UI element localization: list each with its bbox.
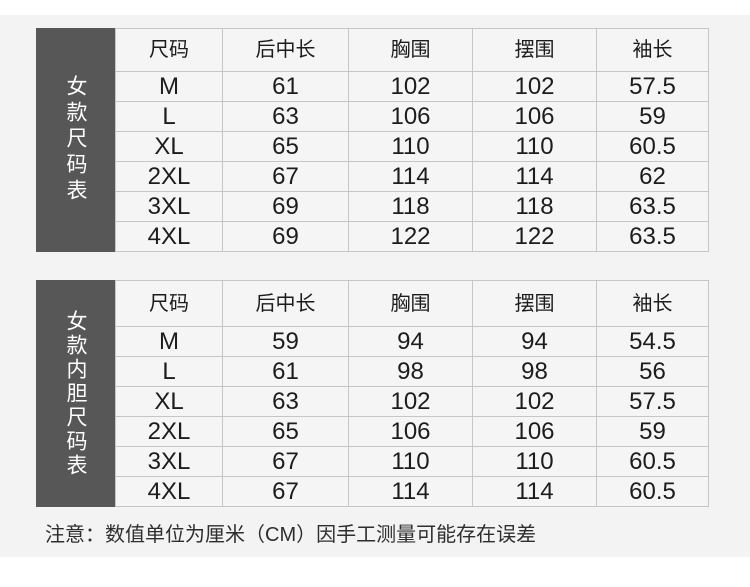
table-cell: 60.5: [596, 446, 709, 477]
table-cell: 114: [348, 161, 473, 192]
table-cell: 67: [222, 446, 349, 477]
table-cell: 122: [348, 221, 473, 252]
table-row: XL 63 102 102 57.5: [115, 386, 709, 417]
table-cell: 59: [596, 101, 709, 132]
table-cell: 61: [222, 71, 349, 102]
table-cell: XL: [115, 386, 223, 417]
table-cell: 61: [222, 356, 349, 387]
table-cell: XL: [115, 131, 223, 162]
table-cell: 65: [222, 416, 349, 447]
table-cell: 102: [472, 386, 597, 417]
table-cell: 63: [222, 101, 349, 132]
column-header: 尺码: [115, 28, 223, 72]
table-cell: 69: [222, 221, 349, 252]
table-cell: 63: [222, 386, 349, 417]
table-cell: 106: [472, 416, 597, 447]
measurement-note: 注意：数值单位为厘米（CM）因手工测量可能存在误差: [45, 524, 537, 546]
table-cell: 60.5: [596, 476, 709, 507]
table-row: 4XL 69 122 122 63.5: [115, 221, 709, 252]
table-cell: 94: [348, 326, 473, 357]
column-header: 后中长: [222, 280, 349, 327]
table-cell: 114: [348, 476, 473, 507]
column-header: 尺码: [115, 280, 223, 327]
table-row: 2XL 65 106 106 59: [115, 416, 709, 447]
table-body: M 61 102 102 57.5 L 63 106 106 59 XL 65 110 110 60.5 2X…: [115, 71, 709, 252]
table-cell: 98: [472, 356, 597, 387]
table-row: M 59 94 94 54.5: [115, 326, 709, 357]
table-cell: 69: [222, 191, 349, 222]
table-cell: 59: [222, 326, 349, 357]
table-cell: 118: [472, 191, 597, 222]
table-cell: 110: [472, 446, 597, 477]
side-label-text: 女款尺码表: [64, 75, 87, 205]
table-row: L 61 98 98 56: [115, 356, 709, 387]
table-cell: 114: [472, 161, 597, 192]
table-cell: 3XL: [115, 446, 223, 477]
table-row: XL 65 110 110 60.5: [115, 131, 709, 162]
side-label-text: 女款内胆尺码表: [64, 309, 87, 478]
table-cell: 94: [472, 326, 597, 357]
table-cell: 57.5: [596, 71, 709, 102]
table-cell: 2XL: [115, 161, 223, 192]
table-cell: 67: [222, 476, 349, 507]
table-cell: L: [115, 356, 223, 387]
women-liner-size-chart-block: 女款内胆尺码表 尺码 后中长 胸围 摆围 袖长 M 59 94 94 54.5 L 61 98 98 56…: [36, 280, 709, 507]
table-row: 3XL 67 110 110 60.5: [115, 446, 709, 477]
table-cell: 63.5: [596, 191, 709, 222]
column-header: 袖长: [596, 28, 709, 72]
table-body: M 59 94 94 54.5 L 61 98 98 56 XL 63 102 102 57.5 2XL 65 1…: [115, 326, 709, 507]
table-cell: 57.5: [596, 386, 709, 417]
table-cell: 59: [596, 416, 709, 447]
table-cell: 122: [472, 221, 597, 252]
table-cell: 54.5: [596, 326, 709, 357]
women-size-chart-side-label: 女款尺码表: [36, 28, 115, 252]
column-header: 胸围: [348, 280, 473, 327]
table-cell: 106: [348, 416, 473, 447]
table-cell: 4XL: [115, 476, 223, 507]
women-liner-size-table: 尺码 后中长 胸围 摆围 袖长 M 59 94 94 54.5 L 61 98 98 56 XL 63 102 1…: [115, 280, 709, 507]
table-cell: M: [115, 326, 223, 357]
table-header-row: 尺码 后中长 胸围 摆围 袖长: [115, 280, 709, 327]
table-cell: 67: [222, 161, 349, 192]
table-cell: 118: [348, 191, 473, 222]
table-cell: 98: [348, 356, 473, 387]
table-cell: 110: [348, 131, 473, 162]
table-header-row: 尺码 后中长 胸围 摆围 袖长: [115, 28, 709, 72]
table-cell: 60.5: [596, 131, 709, 162]
table-cell: 3XL: [115, 191, 223, 222]
table-row: 4XL 67 114 114 60.5: [115, 476, 709, 507]
table-cell: 63.5: [596, 221, 709, 252]
table-cell: 110: [472, 131, 597, 162]
table-cell: 102: [348, 386, 473, 417]
table-cell: 102: [472, 71, 597, 102]
column-header: 后中长: [222, 28, 349, 72]
table-cell: 4XL: [115, 221, 223, 252]
table-cell: 102: [348, 71, 473, 102]
column-header: 摆围: [472, 280, 597, 327]
table-cell: M: [115, 71, 223, 102]
table-row: 3XL 69 118 118 63.5: [115, 191, 709, 222]
table-row: L 63 106 106 59: [115, 101, 709, 132]
column-header: 袖长: [596, 280, 709, 327]
table-cell: L: [115, 101, 223, 132]
size-chart-content: 女款尺码表 尺码 后中长 胸围 摆围 袖长 M 61 102 102 57.5 L 63 106 106…: [0, 15, 750, 557]
table-cell: 110: [348, 446, 473, 477]
table-cell: 65: [222, 131, 349, 162]
table-cell: 56: [596, 356, 709, 387]
women-liner-size-chart-side-label: 女款内胆尺码表: [36, 280, 115, 507]
table-row: M 61 102 102 57.5: [115, 71, 709, 102]
women-size-chart-block: 女款尺码表 尺码 后中长 胸围 摆围 袖长 M 61 102 102 57.5 L 63 106 106…: [36, 28, 709, 252]
women-size-table: 尺码 后中长 胸围 摆围 袖长 M 61 102 102 57.5 L 63 106 106 59 XL 65…: [115, 28, 709, 252]
table-cell: 2XL: [115, 416, 223, 447]
table-cell: 114: [472, 476, 597, 507]
column-header: 胸围: [348, 28, 473, 72]
table-cell: 106: [348, 101, 473, 132]
table-row: 2XL 67 114 114 62: [115, 161, 709, 192]
table-cell: 62: [596, 161, 709, 192]
bottom-white-strip: [0, 557, 750, 587]
column-header: 摆围: [472, 28, 597, 72]
top-white-strip: [0, 0, 750, 15]
table-cell: 106: [472, 101, 597, 132]
